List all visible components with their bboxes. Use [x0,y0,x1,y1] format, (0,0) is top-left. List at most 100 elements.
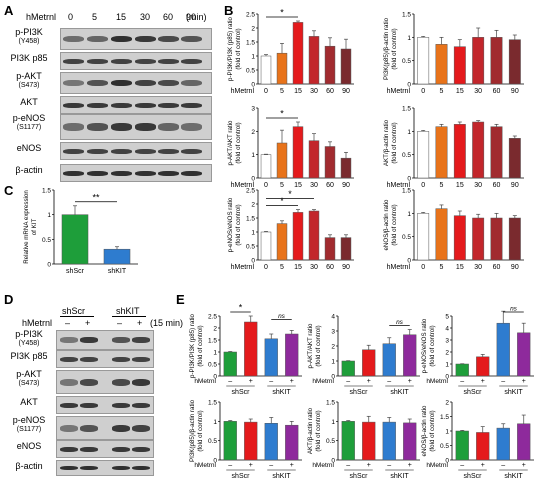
y-tick-label: 0 [251,258,255,265]
x-tick-label: 15 [456,264,464,271]
y-tick-label: 0.5 [326,438,335,445]
blot-band [60,402,78,408]
panel-a-blot-strip [60,114,212,140]
panel-d-row-label: p-AKT (S473) [4,370,54,388]
panel-a-row-label: p-PI3K (Y458) [2,28,56,46]
bar [476,432,490,461]
bar [340,48,352,85]
y-tick-label: 1 [407,35,411,42]
group-label: shScr [350,473,369,480]
bar [490,217,503,261]
treatment-sign: – [501,378,505,385]
bar [517,332,531,377]
treatment-sign: + [290,462,294,469]
x-axis-label: hMetrnl [194,462,216,469]
bar [455,363,469,377]
significance-label: * [280,196,284,206]
x-tick-label: 60 [493,182,501,189]
blot-band [111,80,132,87]
x-axis-label: hMetrnl [231,182,255,189]
panel-a-row-label: eNOS [2,144,56,153]
blot-band [135,102,156,108]
y-axis-label: p-AKT/AKT ratio [307,323,314,368]
y-tick-label: 3 [251,106,255,113]
x-axis-label: hMetrnl [231,264,255,271]
bar [455,430,469,461]
y-axis-label: (fold of control) [391,204,398,245]
x-tick-label: 60 [493,88,501,95]
bar [472,37,485,85]
y-tick-label: 0 [251,176,255,183]
bar [508,217,521,261]
panel-a-protein-name: p-eNOS [12,113,46,123]
x-tick-label: 30 [474,88,482,95]
blot-band [63,36,84,43]
bar [264,338,278,377]
significance-label: ns [396,319,404,326]
blot-band [87,170,108,176]
blot-band [181,123,202,132]
panel-d-row-label: PI3K p85 [4,352,54,361]
y-tick-label: 1 [445,429,449,436]
y-tick-label: 2 [445,350,449,357]
x-tick-label: 5 [440,264,444,271]
bar [517,423,531,461]
x-tick-label: 0 [421,264,425,271]
blot-band [181,170,202,176]
y-axis-label: (fold of control) [429,410,436,451]
bar [417,37,430,85]
blot-band [181,148,202,154]
bar [508,138,521,179]
blot-band [181,80,202,87]
panel-a-protein-name: AKT [20,97,38,107]
bar [403,422,417,461]
bar [292,126,304,179]
y-axis-label: p-PI3K/PI3K (p85) ratio [227,16,234,81]
treatment-sign: + [481,378,485,385]
y-axis-label: (fold of control) [235,204,242,245]
y-tick-label: 1.5 [402,106,411,113]
bar [362,349,376,377]
blot-band [135,148,156,154]
panel-d-site-label: (Y458) [18,340,40,347]
y-tick-label: 4 [331,314,335,321]
bar [260,231,272,261]
y-axis-label: p-AKT/AKT ratio [227,120,234,165]
y-tick-label: 1 [251,152,255,159]
bar [417,213,430,261]
x-tick-label: 60 [493,264,501,271]
x-tick-label: 5 [280,264,284,271]
treatment-sign: + [367,378,371,385]
treatment-sign: + [249,462,253,469]
panel-d-blot-strip [56,370,154,394]
panel-a-row-label: AKT [2,98,56,107]
panel-a-row-label: p-AKT (S473) [2,72,56,90]
y-tick-label: 1.5 [402,188,411,195]
significance-label: * [239,303,243,313]
y-tick-label: 2 [331,344,335,351]
blot-band [132,465,150,471]
bar [476,356,490,377]
blot-band [80,446,98,452]
x-tick-label: 5 [440,88,444,95]
blot-band [87,36,108,43]
y-tick-label: 0 [213,458,217,465]
blot-band [60,337,78,344]
group-label: shKIT [272,473,291,480]
x-axis-label: hMetrnl [387,182,411,189]
blot-band [80,424,98,432]
blot-band [112,402,130,408]
y-tick-label: 1.5 [246,216,255,223]
bar [244,321,258,377]
x-tick-label: 60 [326,182,334,189]
bar [103,248,131,265]
y-tick-label: 0 [331,374,335,381]
panel-d-blot-strip [56,460,154,476]
y-tick-label: 1.5 [326,400,335,407]
panel-a-blot-strip [60,28,212,50]
x-tick-label: 30 [310,182,318,189]
bar [453,215,466,261]
y-tick-label: 0 [445,458,449,465]
group-label: shKIT [390,389,409,396]
x-tick-label: shKIT [108,268,127,275]
